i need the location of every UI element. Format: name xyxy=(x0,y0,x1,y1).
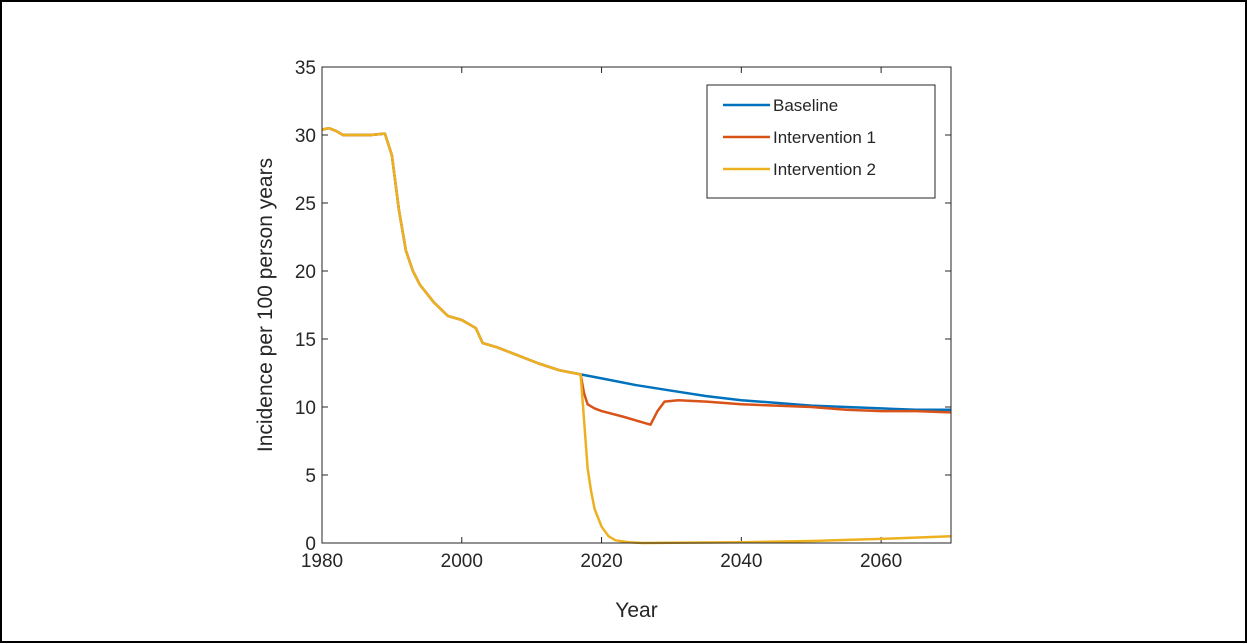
x-tick-label: 2040 xyxy=(720,551,762,572)
y-tick-label: 0 xyxy=(305,534,316,555)
x-tick-label: 2000 xyxy=(441,551,483,572)
x-tick-labels: 1980 2000 2020 2040 2060 xyxy=(301,551,902,572)
legend-box xyxy=(706,84,936,199)
x-axis-label: Year xyxy=(615,599,657,622)
y-tick-label: 15 xyxy=(295,330,316,351)
y-tick-labels: 0 5 10 15 20 25 30 35 xyxy=(295,58,316,555)
legend-label: Intervention 1 xyxy=(773,128,876,147)
y-tick-label: 25 xyxy=(295,194,316,215)
x-tick-label: 2060 xyxy=(860,551,902,572)
y-tick-label: 5 xyxy=(305,466,316,487)
series-lines xyxy=(321,126,952,545)
x-tick-label: 1980 xyxy=(301,551,343,572)
y-tick-label: 10 xyxy=(295,398,316,419)
y-tick-label: 30 xyxy=(295,126,316,147)
legend-label: Baseline xyxy=(773,96,838,115)
y-tick-label: 35 xyxy=(295,58,316,79)
y-axis-label: Incidence per 100 person years xyxy=(254,158,277,452)
plot-area-box xyxy=(321,66,952,544)
legend-label: Intervention 2 xyxy=(773,160,876,179)
legend: Baseline Intervention 1 Intervention 2 xyxy=(706,84,936,199)
x-tick-label: 2020 xyxy=(580,551,622,572)
y-tick-label: 20 xyxy=(295,262,316,283)
series-line xyxy=(321,126,952,545)
